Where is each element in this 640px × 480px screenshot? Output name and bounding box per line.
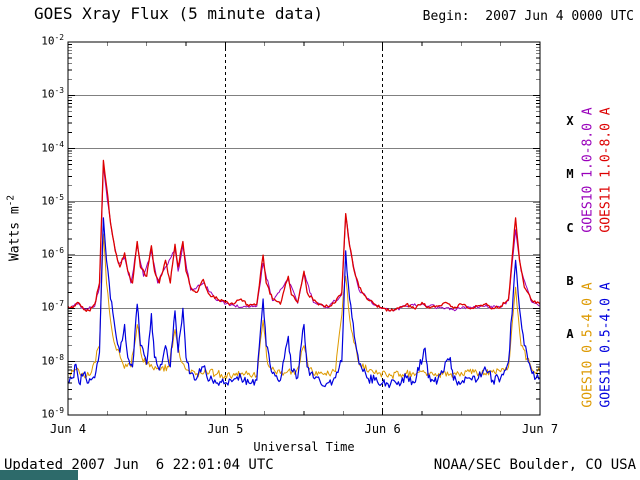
legend-entry: GOES11 1.0-8.0 A xyxy=(598,107,614,233)
legend-entry: GOES11 0.5-4.0 A xyxy=(598,282,614,408)
y-tick-label: 10-5 xyxy=(41,192,64,208)
y-tick-label: 10-2 xyxy=(41,33,64,48)
legend-entry: GOES10 1.0-8.0 A xyxy=(580,107,596,233)
series-goes10-1-0-8-0-a xyxy=(68,164,540,312)
flare-class-letter: M xyxy=(566,167,574,182)
gridlines xyxy=(68,42,540,415)
y-tick-label: 10-8 xyxy=(41,352,64,368)
y-tick-label: 10-3 xyxy=(41,86,64,101)
x-tick-label: Jun 7 xyxy=(521,422,559,436)
chart-title: GOES Xray Flux (5 minute data) xyxy=(34,4,323,23)
updated-timestamp: Updated 2007 Jun 6 22:01:04 UTC xyxy=(4,457,274,473)
flare-class-letter: B xyxy=(566,273,574,288)
flare-class-letter: X xyxy=(566,113,574,128)
x-tick-label: Jun 6 xyxy=(364,422,401,436)
x-tick-label: Jun 4 xyxy=(49,422,87,436)
series-goes11-0-5-4-0-a xyxy=(68,217,540,389)
y-tick-label: 10-6 xyxy=(41,246,64,261)
bottom-banner xyxy=(0,470,78,480)
y-tick-label: 10-4 xyxy=(41,139,64,155)
legend-entry: GOES10 0.5-4.0 A xyxy=(580,282,596,408)
flare-class-letter: A xyxy=(566,327,574,342)
axes xyxy=(67,41,541,416)
series-goes11-1-0-8-0-a xyxy=(68,159,540,312)
x-axis-label: Universal Time xyxy=(253,440,355,454)
plot-frame xyxy=(67,41,541,416)
y-tick-label: 10-9 xyxy=(41,406,64,421)
y-tick-label: 10-7 xyxy=(41,299,64,315)
credit-label: NOAA/SEC Boulder, CO USA xyxy=(433,457,636,473)
y-axis-label: Watts m-2 xyxy=(5,194,23,262)
flare-class-letter: C xyxy=(566,220,574,235)
x-tick-label: Jun 5 xyxy=(207,422,244,436)
begin-time-label: Begin: 2007 Jun 4 0000 UTC xyxy=(422,9,634,24)
